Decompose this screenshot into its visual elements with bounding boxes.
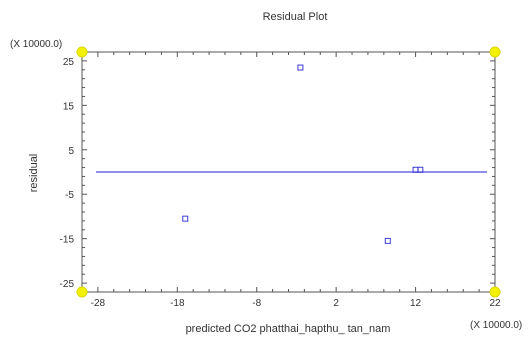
y-tick-label: 15	[63, 101, 75, 112]
axis-ticks: -28 -18 -8 2 12 22 25 15 5 -5 -15 -25	[60, 52, 501, 309]
chart-title: Residual Plot	[263, 11, 328, 23]
corner-handle	[76, 286, 88, 298]
y-tick-label: 25	[63, 57, 75, 68]
y-tick-label: -25	[60, 279, 75, 290]
y-tick-label: -5	[65, 190, 74, 201]
y-tick-label: 5	[68, 146, 74, 157]
x-tick-label: -18	[170, 298, 185, 309]
x-axis-multiplier: (X 10000.0)	[470, 320, 522, 331]
data-point	[182, 215, 189, 222]
y-axis-multiplier: (X 10000.0)	[10, 39, 62, 50]
x-tick-label: -8	[252, 298, 261, 309]
y-tick-label: -15	[60, 235, 75, 246]
x-tick-label: 22	[489, 298, 501, 309]
data-point	[384, 237, 391, 244]
corner-handle	[76, 46, 88, 58]
corner-handle	[489, 286, 501, 298]
data-marks	[96, 64, 487, 244]
x-tick-label: 12	[410, 298, 422, 309]
data-point	[297, 64, 304, 71]
corner-handle	[489, 46, 501, 58]
corner-markers	[76, 46, 501, 298]
y-axis-label: residual	[28, 154, 40, 193]
x-axis-label: predicted CO2 phatthai_hapthu_ tan_nam	[186, 323, 391, 335]
data-point	[417, 166, 424, 173]
x-tick-label: -28	[91, 298, 106, 309]
x-tick-label: 2	[333, 298, 339, 309]
